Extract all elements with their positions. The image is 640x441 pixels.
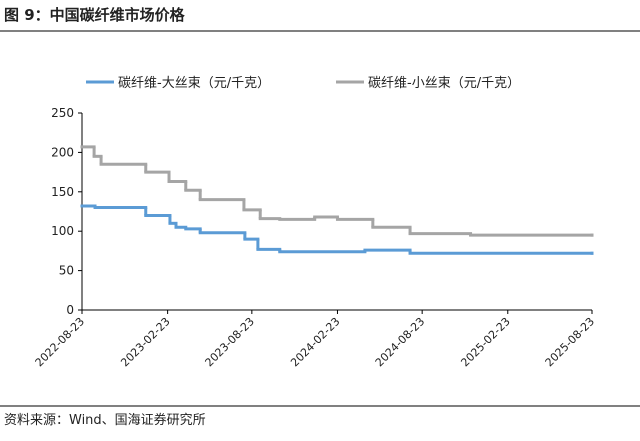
series-line [80, 145, 594, 237]
legend-label: 碳纤维-小丝束（元/千克） [368, 76, 520, 91]
x-tick-label: 2024-08-23 [373, 315, 427, 369]
source-note: 资料来源：Wind、国海证券研究所 [4, 412, 206, 428]
y-tick-label: 100 [51, 224, 74, 238]
y-tick-label: 200 [51, 145, 74, 159]
x-tick-label: 2025-02-23 [458, 315, 512, 369]
series-line [80, 204, 594, 255]
x-tick-label: 2023-08-23 [203, 315, 257, 369]
x-tick-label: 2024-02-23 [288, 315, 342, 369]
x-tick-label: 2023-02-23 [118, 315, 172, 369]
y-tick-label: 150 [51, 185, 74, 199]
legend-label: 碳纤维-大丝束（元/千克） [118, 76, 270, 91]
y-tick-label: 0 [66, 303, 74, 317]
x-tick-label: 2025-08-23 [543, 315, 597, 369]
x-tick-label: 2022-08-23 [33, 315, 87, 369]
page-title: 图 9：中国碳纤维市场价格 [4, 6, 186, 24]
y-tick-label: 50 [59, 264, 74, 278]
y-tick-label: 250 [51, 106, 74, 120]
